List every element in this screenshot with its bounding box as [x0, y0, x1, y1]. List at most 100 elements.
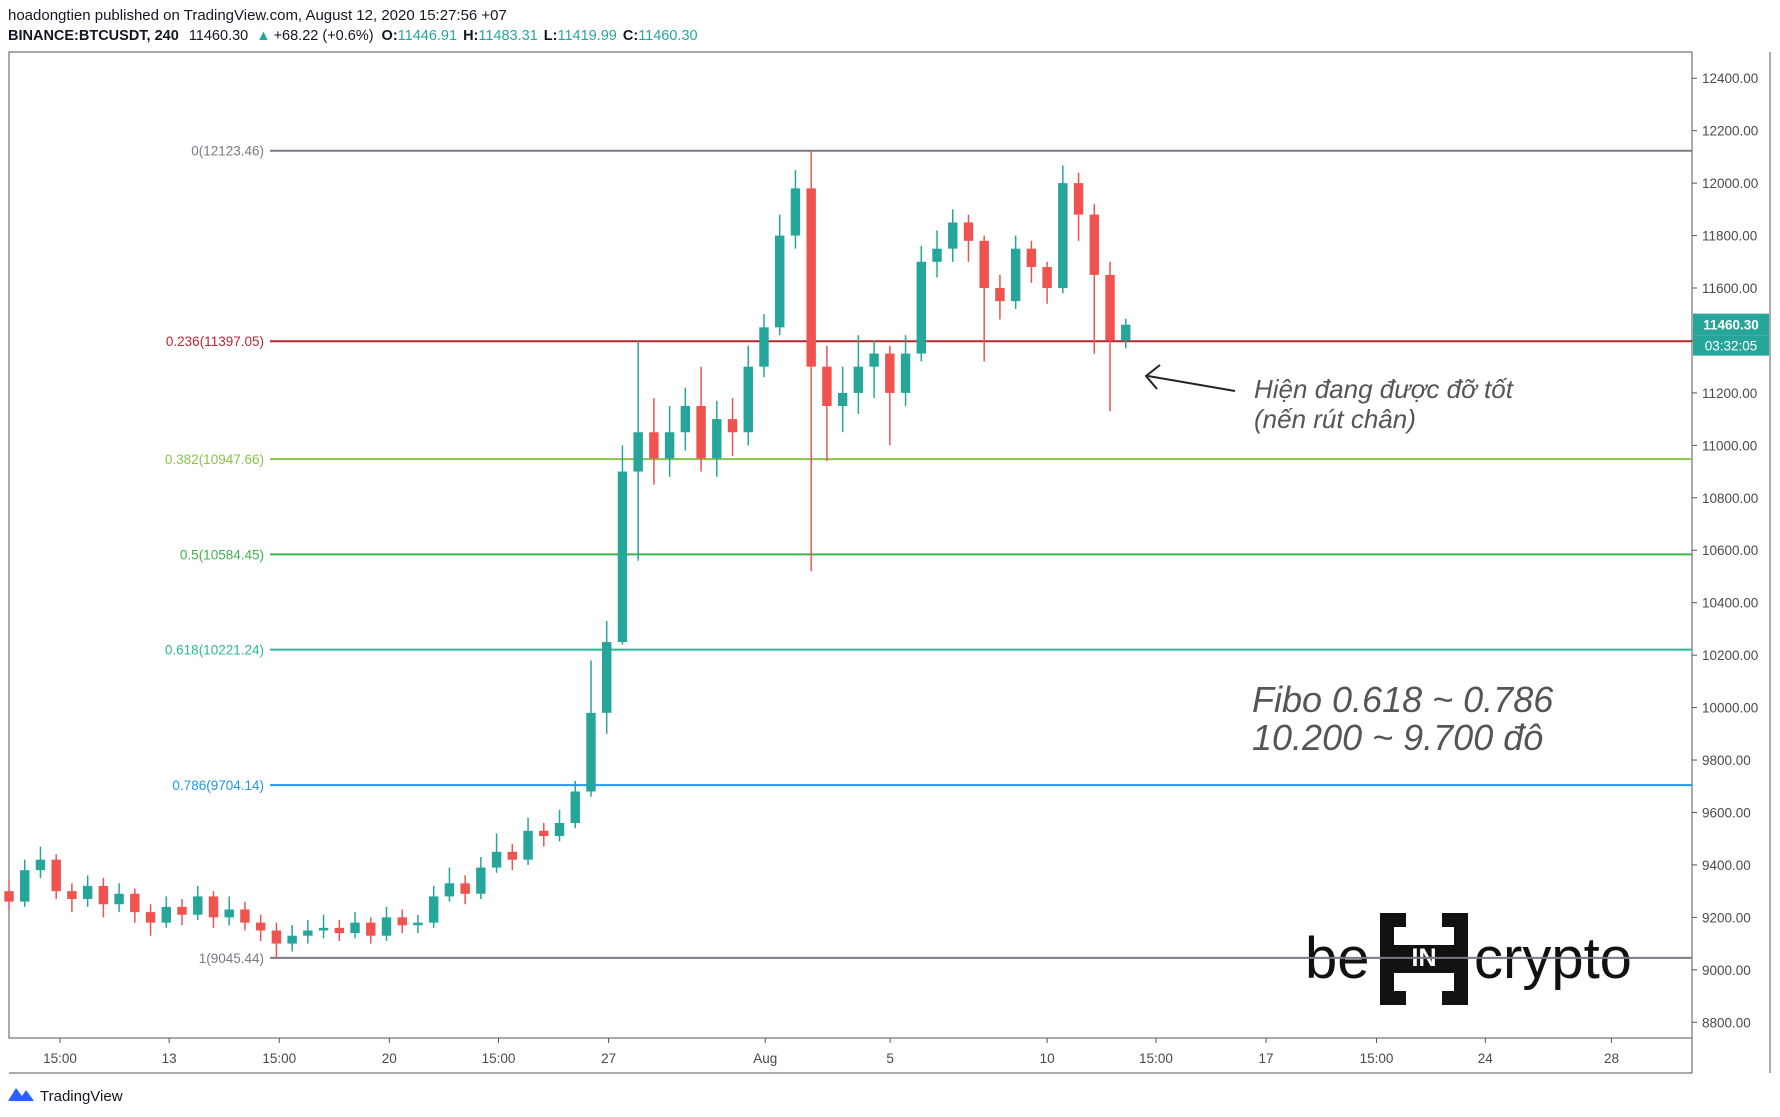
candle-body	[586, 712, 596, 792]
o-value: 11446.91	[398, 28, 457, 44]
candle-body	[822, 366, 832, 407]
y-tick-label: 12200.00	[1702, 124, 1758, 139]
y-tick-label: 11000.00	[1702, 438, 1757, 453]
change: +68.22 (+0.6%)	[274, 28, 374, 44]
y-tick-label: 9600.00	[1702, 805, 1751, 820]
candle-body	[680, 406, 691, 433]
watermark-band	[1394, 945, 1454, 973]
candle-body	[240, 909, 250, 923]
x-tick-label: 15:00	[43, 1051, 77, 1066]
candle-body	[208, 896, 219, 918]
fib-label: 0(12123.46)	[191, 144, 264, 159]
fib-label: 0.618(10221.24)	[165, 643, 264, 658]
candle-body	[476, 867, 486, 894]
x-tick-label: 15:00	[262, 1051, 296, 1066]
last: 11460.30	[189, 28, 248, 44]
h-label: H:	[463, 28, 478, 44]
candle-body	[1105, 274, 1115, 341]
brand: TradingView	[40, 1088, 123, 1105]
x-tick-label: 15:00	[1139, 1051, 1173, 1066]
fib-label: 1(9045.44)	[199, 951, 264, 966]
y-tick-label: 9800.00	[1702, 753, 1751, 768]
candle-body	[869, 353, 879, 367]
candle-body	[727, 419, 738, 433]
candle-body	[303, 930, 313, 936]
y-tick-label: 12000.00	[1702, 176, 1758, 191]
candle-body	[98, 885, 109, 905]
x-tick-label: 15:00	[1360, 1051, 1394, 1066]
candle-body	[114, 893, 124, 905]
candle-body	[318, 927, 329, 931]
candle-body	[271, 930, 282, 944]
candle-body	[948, 222, 958, 249]
x-tick-label: 27	[601, 1051, 616, 1066]
candle-body	[1042, 267, 1052, 289]
candle-body	[649, 432, 659, 459]
candle-body	[1089, 214, 1100, 275]
candle-body	[145, 912, 156, 923]
y-tick-label: 10600.00	[1702, 543, 1758, 558]
x-tick-label: 10	[1040, 1051, 1055, 1066]
candle-body	[963, 222, 974, 241]
fib-label: 0.236(11397.05)	[166, 334, 264, 349]
logo-icon	[8, 1088, 34, 1101]
candle-body	[712, 419, 722, 459]
candle-body	[491, 851, 502, 868]
candle-body	[775, 235, 785, 328]
x-tick-label: 15:00	[482, 1051, 516, 1066]
x-tick-label: Aug	[753, 1051, 777, 1066]
candle-body	[161, 906, 172, 923]
y-tick-label: 9400.00	[1702, 858, 1751, 873]
candle-body	[743, 366, 753, 433]
candle-body	[664, 432, 675, 459]
annotation: 10.200 ~ 9.700 đô	[1252, 717, 1543, 758]
footer-logo: TradingView	[8, 1088, 123, 1105]
c-value: 11460.30	[638, 28, 697, 44]
y-tick-label: 11200.00	[1702, 386, 1757, 401]
x-tick-label: 17	[1259, 1051, 1274, 1066]
candle-body	[1010, 248, 1021, 302]
publish-line: hoadongtien published on TradingView.com…	[8, 7, 507, 24]
price-tag	[1693, 313, 1769, 336]
candle-body	[67, 891, 77, 900]
candle-body	[1058, 183, 1068, 289]
candle-body	[1026, 248, 1037, 268]
y-tick-label: 10200.00	[1702, 648, 1758, 663]
candle-body	[601, 642, 612, 713]
o-label: O:	[382, 28, 398, 44]
change-icon: ▲	[256, 28, 270, 44]
candle-body	[570, 791, 580, 823]
candle-body	[397, 917, 407, 926]
candle-body	[224, 909, 234, 918]
candle-body	[916, 261, 926, 354]
candle-body	[995, 288, 1005, 302]
annotation: (nến rút chân)	[1254, 404, 1416, 434]
candle-body	[696, 406, 706, 459]
y-tick-label: 9000.00	[1702, 963, 1751, 978]
candle-body	[287, 935, 297, 944]
candle-body	[4, 891, 14, 902]
candle-body	[554, 822, 565, 837]
symbol: BINANCE:BTCUSDT, 240	[8, 28, 179, 44]
candle-body	[130, 893, 140, 913]
candle-body	[444, 883, 455, 897]
x-tick-label: 13	[162, 1051, 177, 1066]
candle-body	[617, 471, 628, 643]
candle-body	[177, 906, 187, 915]
y-tick-label: 11600.00	[1702, 281, 1757, 296]
candle-body	[900, 353, 911, 393]
x-tick-label: 20	[382, 1051, 397, 1066]
fib-label: 0.786(9704.14)	[172, 778, 264, 793]
candle-body	[413, 922, 423, 926]
candle-body	[460, 883, 470, 894]
candle-body	[1121, 324, 1131, 341]
y-tick-label: 11800.00	[1702, 229, 1757, 244]
annotation: Hiện đang được đỡ tốt	[1254, 374, 1515, 404]
candle-body	[806, 188, 816, 367]
c-label: C:	[623, 28, 638, 44]
candle-body	[539, 830, 549, 837]
candle-body	[507, 851, 518, 860]
candle-body	[255, 922, 266, 931]
